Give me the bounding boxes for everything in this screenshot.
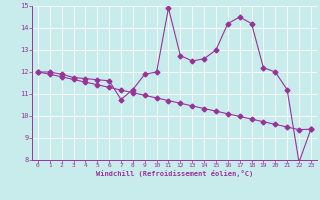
X-axis label: Windchill (Refroidissement éolien,°C): Windchill (Refroidissement éolien,°C) <box>96 170 253 177</box>
